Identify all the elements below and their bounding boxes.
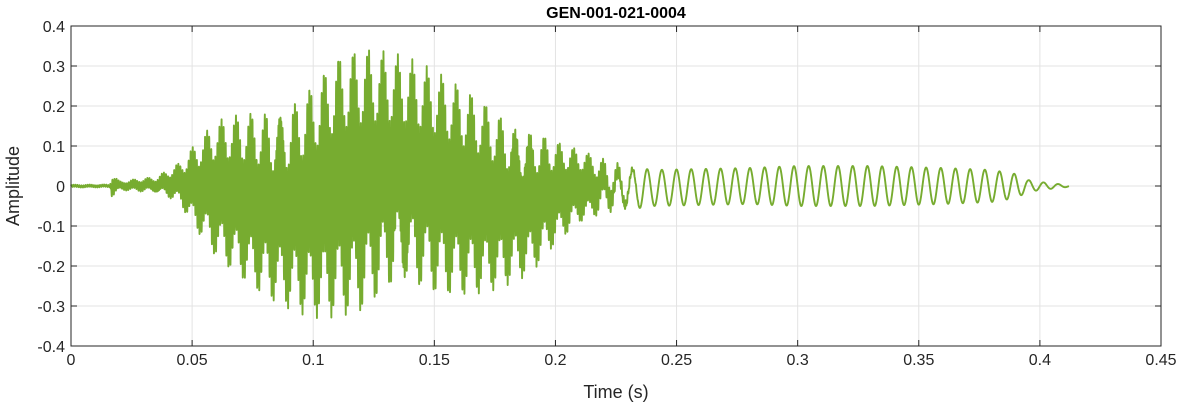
x-axis-label: Time (s) <box>583 382 648 402</box>
waveform-line <box>70 49 1070 319</box>
y-tick-label: 0.2 <box>43 99 65 116</box>
x-tick-label: 0.3 <box>787 352 809 369</box>
y-tick-label: 0.3 <box>43 59 65 76</box>
y-axis-label: Amplitude <box>3 146 23 226</box>
y-tick-label: -0.3 <box>37 299 65 316</box>
plot-frame <box>70 25 1162 347</box>
x-tick-label: 0.15 <box>419 352 450 369</box>
chart-title: GEN-001-021-0004 <box>546 5 686 22</box>
y-tick-label: 0.1 <box>43 139 65 156</box>
y-tick-label: 0 <box>56 179 65 196</box>
x-tick-label: 0.1 <box>302 352 324 369</box>
x-tick-labels: 0 0.05 0.1 0.15 0.2 0.25 0.3 0.35 0.4 0.45 <box>67 352 1177 369</box>
waveform-series <box>70 49 1070 319</box>
x-tick-label: 0 <box>67 352 76 369</box>
x-tick-label: 0.25 <box>661 352 692 369</box>
x-tick-label: 0.05 <box>177 352 208 369</box>
y-tick-labels: -0.4 -0.3 -0.2 -0.1 0 0.1 0.2 0.3 0.4 <box>37 19 65 356</box>
y-tick-label: -0.2 <box>37 259 65 276</box>
x-tick-label: 0.4 <box>1029 352 1051 369</box>
x-tick-label: 0.45 <box>1145 352 1176 369</box>
x-tick-label: 0.35 <box>903 352 934 369</box>
y-tick-label: -0.1 <box>37 219 65 236</box>
y-tick-label: -0.4 <box>37 339 65 356</box>
y-tick-label: 0.4 <box>43 19 65 36</box>
x-tick-label: 0.2 <box>544 352 566 369</box>
